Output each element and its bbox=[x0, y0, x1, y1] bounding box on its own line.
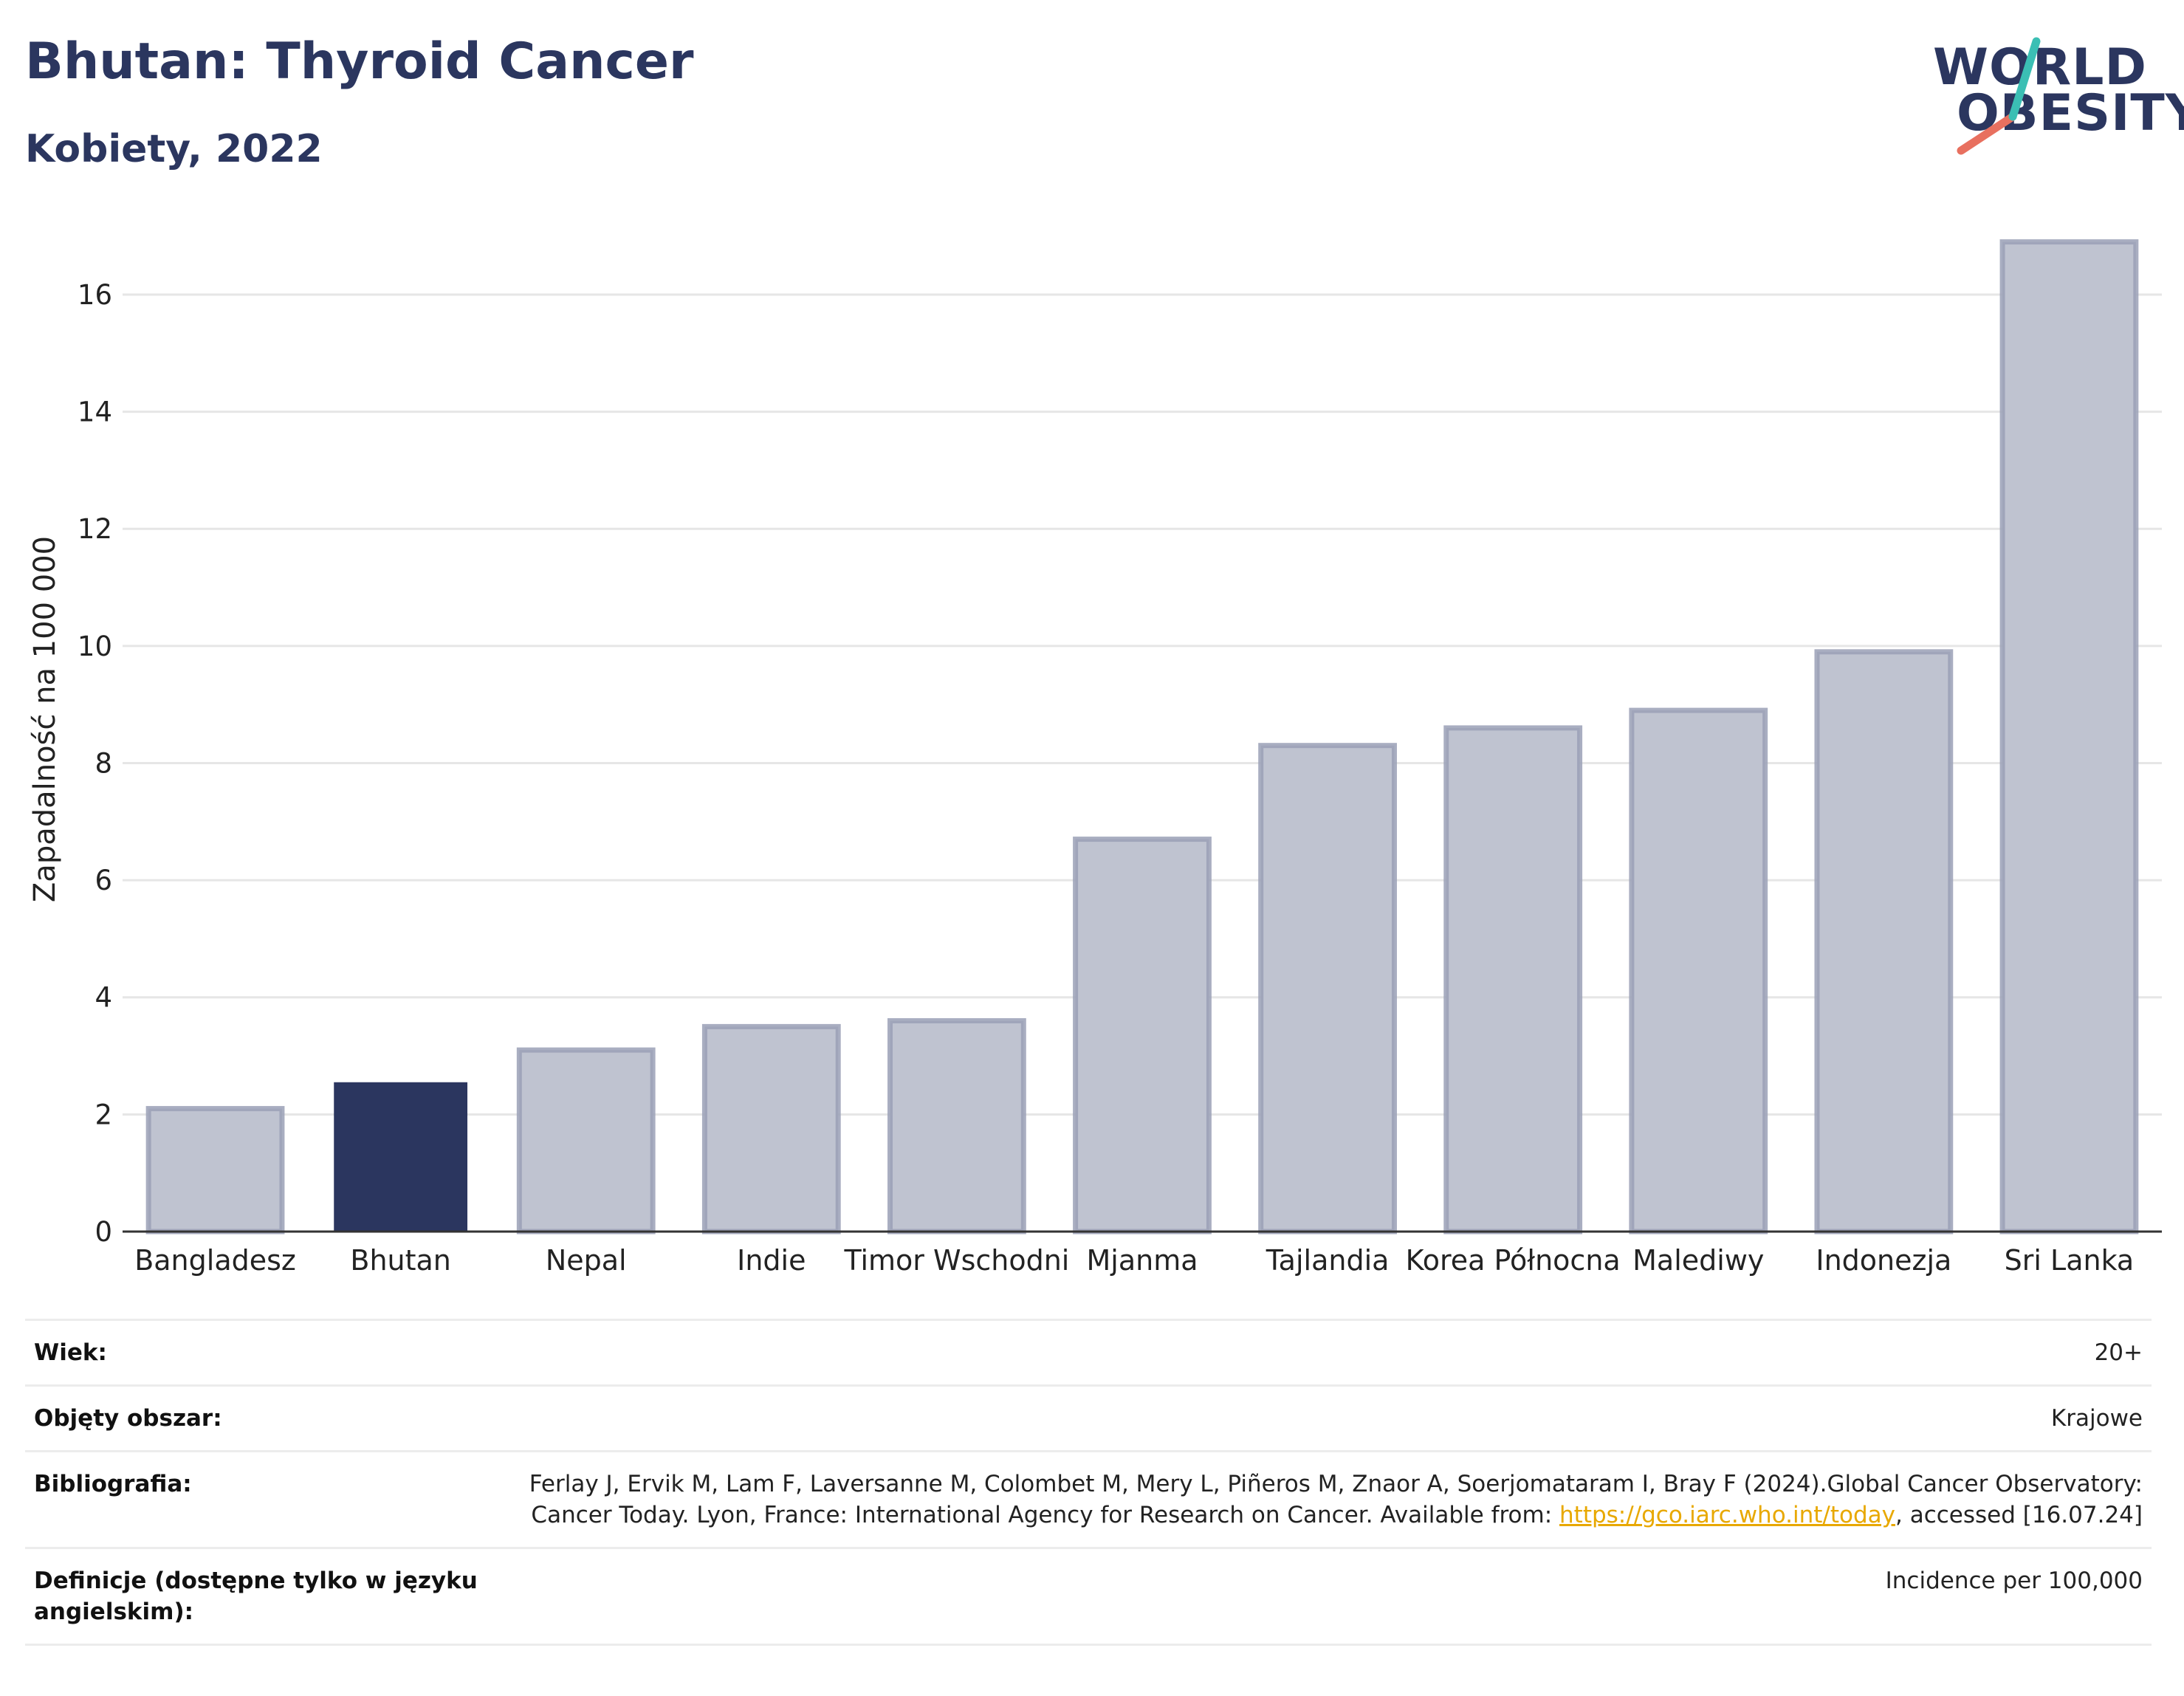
y-tick-label: 16 bbox=[78, 279, 112, 311]
bar-chart: 0 2 4 6 8 10 12 14 16 Bangladesz Bhutan Nepal Indie T… bbox=[28, 239, 2162, 1277]
bar bbox=[1443, 725, 1583, 1235]
y-axis-label: Zapadalność na 100 000 bbox=[28, 536, 62, 902]
x-tick-label: Bangladesz bbox=[134, 1244, 296, 1277]
bar bbox=[334, 1082, 468, 1232]
info-value-bibliography: Ferlay J, Ervik M, Lam F, Laversanne M, … bbox=[518, 1469, 2143, 1531]
bibliography-accessed: , accessed [16.07.24] bbox=[1895, 1502, 2143, 1528]
y-tick-label: 4 bbox=[95, 982, 112, 1014]
y-tick-label: 14 bbox=[78, 396, 112, 428]
info-label: Bibliografia: bbox=[34, 1471, 192, 1497]
bar bbox=[1258, 743, 1397, 1235]
info-label: Objęty obszar: bbox=[34, 1405, 222, 1432]
x-tick-label: Timor Wschodni bbox=[843, 1244, 1069, 1277]
info-row-coverage: Objęty obszar: Krajowe bbox=[25, 1384, 2152, 1450]
bar bbox=[1073, 837, 1212, 1235]
page-title: Bhutan: Thyroid Cancer bbox=[25, 32, 694, 91]
logo-slash-icon bbox=[1957, 37, 2041, 155]
info-value: 20+ bbox=[2094, 1339, 2143, 1366]
bar bbox=[1814, 649, 1954, 1235]
info-label: Wiek: bbox=[34, 1339, 107, 1366]
info-row-bibliography: Bibliografia: Ferlay J, Ervik M, Lam F, … bbox=[25, 1450, 2152, 1547]
x-tick-label: Indie bbox=[737, 1244, 806, 1277]
x-tick-label: Nepal bbox=[546, 1244, 627, 1277]
info-label: Definicje (dostępne tylko w języku angie… bbox=[34, 1568, 478, 1625]
bar bbox=[516, 1047, 656, 1235]
y-tick-label: 12 bbox=[78, 513, 112, 545]
bibliography-link[interactable]: https://gco.iarc.who.int/today bbox=[1559, 1502, 1895, 1528]
world-obesity-logo: WORLD OBESITY bbox=[1927, 35, 2184, 161]
x-tick-label: Indonezja bbox=[1816, 1244, 1951, 1277]
logo-line-1: WORLD bbox=[1933, 38, 2147, 97]
bar bbox=[701, 1023, 841, 1235]
y-tick-label: 0 bbox=[95, 1216, 112, 1248]
bibliography-text: Ferlay J, Ervik M, Lam F, Laversanne M, … bbox=[529, 1471, 2143, 1528]
x-tick-label: Tajlandia bbox=[1266, 1244, 1390, 1277]
x-tick-label: Malediwy bbox=[1632, 1244, 1764, 1277]
bar bbox=[887, 1017, 1026, 1235]
x-tick-label: Mjanma bbox=[1086, 1244, 1198, 1277]
bar bbox=[1629, 707, 1768, 1235]
y-tick-label: 10 bbox=[78, 631, 112, 662]
info-value: Krajowe bbox=[2050, 1405, 2143, 1432]
x-tick-label: Bhutan bbox=[350, 1244, 451, 1277]
info-table: Wiek: 20+ Objęty obszar: Krajowe Bibliog… bbox=[25, 1319, 2152, 1646]
info-row-definitions: Definicje (dostępne tylko w języku angie… bbox=[25, 1547, 2152, 1646]
bar bbox=[145, 1105, 285, 1235]
y-tick-label: 8 bbox=[95, 747, 112, 779]
bar bbox=[1999, 239, 2139, 1235]
x-tick-label: Sri Lanka bbox=[2005, 1244, 2135, 1277]
info-row-age: Wiek: 20+ bbox=[25, 1319, 2152, 1384]
page-subtitle: Kobiety, 2022 bbox=[25, 127, 323, 171]
y-tick-label: 2 bbox=[95, 1099, 112, 1130]
info-value: Incidence per 100,000 bbox=[1885, 1568, 2143, 1594]
x-tick-label: Korea Północna bbox=[1406, 1244, 1621, 1277]
y-tick-label: 6 bbox=[95, 865, 112, 896]
